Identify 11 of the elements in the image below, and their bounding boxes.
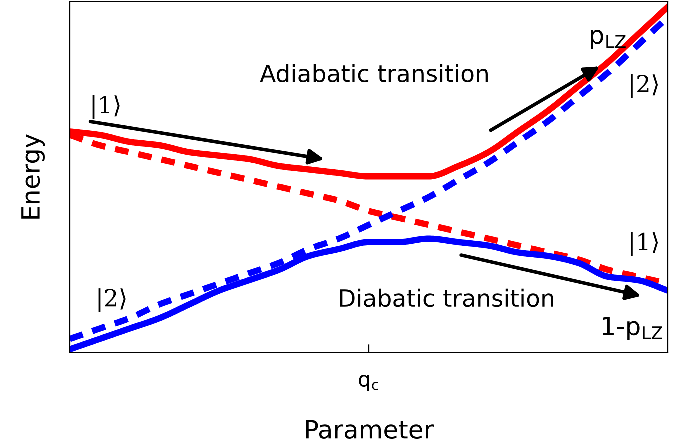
y-axis-title: Energy: [22, 134, 45, 219]
annotation: |1⟩: [92, 95, 120, 120]
annotation: |1⟩: [631, 232, 658, 256]
annotation: |2⟩: [631, 74, 658, 98]
x-axis-title: Parameter: [306, 420, 434, 440]
text: q$_{c}$: [359, 375, 378, 392]
annotation: 1-p$_{LZ}$: [603, 317, 662, 340]
annotation: Diabatic transition: [340, 288, 554, 308]
annotation: Adiabatic transition: [260, 64, 488, 83]
annotation: p$_{LZ}$: [591, 30, 626, 50]
annotation: |2⟩: [98, 288, 126, 312]
